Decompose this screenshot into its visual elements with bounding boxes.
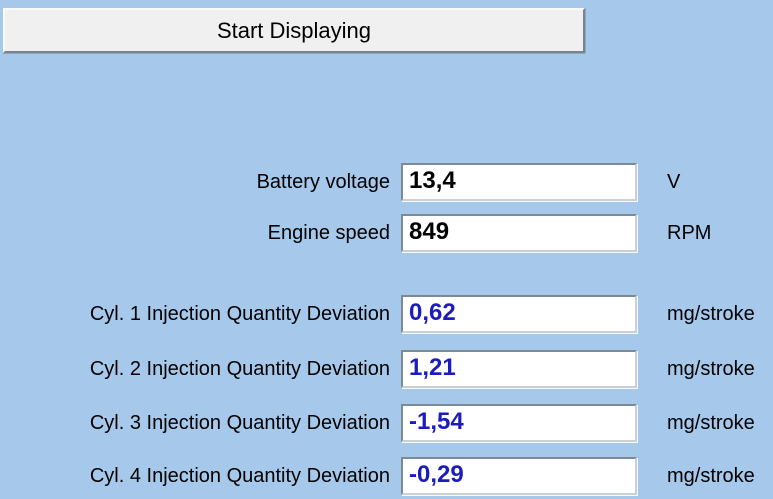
- row-cyl3-injection-deviation: Cyl. 3 Injection Quantity Deviation mg/s…: [0, 404, 773, 442]
- battery-voltage-label: Battery voltage: [256, 170, 390, 193]
- cyl1-injection-deviation-label: Cyl. 1 Injection Quantity Deviation: [89, 302, 390, 325]
- cyl4-injection-deviation-label: Cyl. 4 Injection Quantity Deviation: [89, 464, 390, 487]
- row-cyl1-injection-deviation: Cyl. 1 Injection Quantity Deviation mg/s…: [0, 295, 773, 333]
- cyl2-injection-deviation-input[interactable]: [401, 350, 637, 388]
- row-cyl4-injection-deviation: Cyl. 4 Injection Quantity Deviation mg/s…: [0, 457, 773, 495]
- cyl3-injection-deviation-label: Cyl. 3 Injection Quantity Deviation: [89, 411, 390, 434]
- cyl2-injection-deviation-unit: mg/stroke: [667, 357, 755, 380]
- cyl3-injection-deviation-input[interactable]: [401, 404, 637, 442]
- row-engine-speed: Engine speed RPM: [0, 214, 773, 252]
- start-displaying-button[interactable]: Start Displaying: [3, 8, 585, 53]
- engine-speed-label: Engine speed: [267, 221, 390, 244]
- battery-voltage-unit: V: [667, 170, 681, 193]
- cyl1-injection-deviation-unit: mg/stroke: [667, 302, 755, 325]
- battery-voltage-input[interactable]: [401, 163, 637, 201]
- cyl1-injection-deviation-input[interactable]: [401, 295, 637, 333]
- row-cyl2-injection-deviation: Cyl. 2 Injection Quantity Deviation mg/s…: [0, 350, 773, 388]
- cyl3-injection-deviation-unit: mg/stroke: [667, 411, 755, 434]
- cyl2-injection-deviation-label: Cyl. 2 Injection Quantity Deviation: [89, 357, 390, 380]
- cyl4-injection-deviation-unit: mg/stroke: [667, 464, 755, 487]
- engine-speed-input[interactable]: [401, 214, 637, 252]
- cyl4-injection-deviation-input[interactable]: [401, 457, 637, 495]
- engine-speed-unit: RPM: [667, 221, 712, 244]
- row-battery-voltage: Battery voltage V: [0, 163, 773, 201]
